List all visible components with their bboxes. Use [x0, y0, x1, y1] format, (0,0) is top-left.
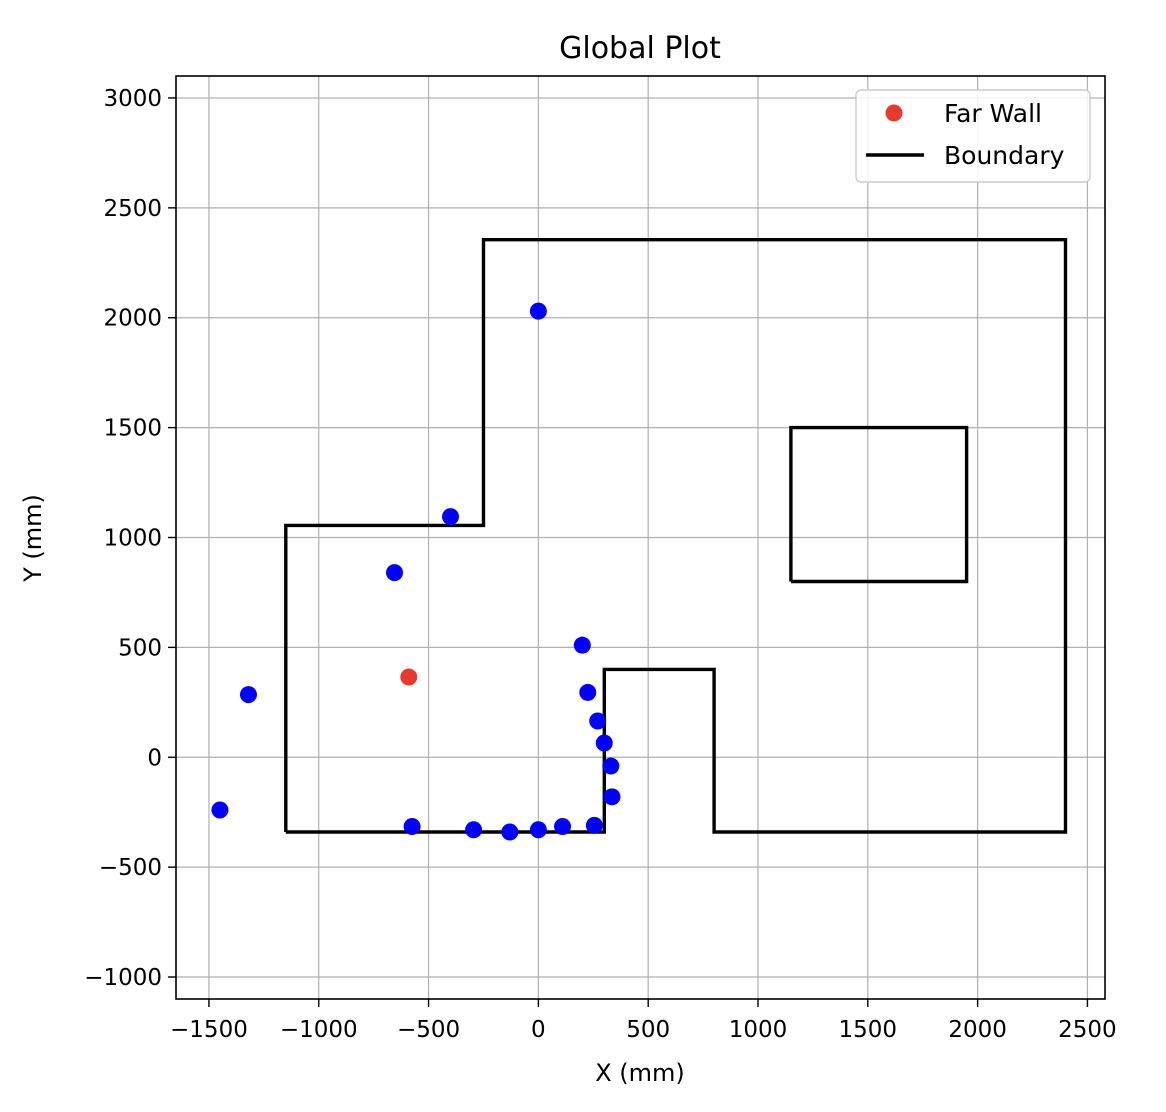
y-tick-label: 500	[118, 635, 162, 661]
scan-point	[465, 821, 483, 839]
scan-point	[386, 564, 404, 582]
scan-point	[403, 817, 421, 835]
y-tick-label: 2500	[103, 196, 162, 222]
scan-point	[585, 816, 603, 834]
data-layer	[211, 237, 1068, 841]
x-tick-label: −500	[397, 1017, 460, 1043]
x-tick-label: 2000	[948, 1017, 1007, 1043]
scan-point	[589, 712, 607, 730]
y-tick-label: 0	[147, 745, 162, 771]
scan-point	[573, 636, 591, 654]
far-wall-point	[400, 668, 418, 686]
x-axis-label: X (mm)	[595, 1059, 685, 1087]
x-tick-label: 1500	[839, 1017, 898, 1043]
scan-point	[554, 817, 572, 835]
x-tick-label: 0	[531, 1017, 546, 1043]
x-tick-label: 1000	[729, 1017, 788, 1043]
chart-title: Global Plot	[559, 31, 721, 66]
legend-marker-far-wall	[885, 104, 903, 122]
legend-label: Far Wall	[944, 99, 1042, 128]
scan-point	[602, 757, 620, 775]
scan-point	[211, 801, 229, 819]
legend-label: Boundary	[944, 141, 1065, 170]
scan-point	[529, 821, 547, 839]
scan-point	[239, 686, 257, 704]
scan-point	[579, 683, 597, 701]
legend: Far Wall Boundary	[855, 89, 1091, 183]
boundary-line	[789, 425, 969, 584]
y-tick-label: 1500	[103, 416, 162, 442]
x-tick-label: −1000	[280, 1017, 358, 1043]
scan-point	[529, 302, 547, 320]
scan-point	[603, 788, 621, 806]
scan-point	[501, 823, 519, 841]
tick-layer: −1500 −1000 −500 0 500 1000 1500 2000 2500 −1000 −…	[84, 86, 1117, 1043]
y-tick-label: 3000	[103, 86, 162, 112]
x-tick-label: −1500	[170, 1017, 248, 1043]
x-tick-label: 500	[626, 1017, 670, 1043]
y-tick-label: 2000	[103, 306, 162, 332]
scan-point	[595, 734, 613, 752]
y-axis-label: Y (mm)	[19, 494, 47, 583]
x-tick-label: 2500	[1058, 1017, 1117, 1043]
y-tick-label: −500	[99, 855, 162, 881]
legend-box	[855, 89, 1091, 183]
grid-layer	[176, 76, 1105, 999]
scan-point	[442, 508, 460, 526]
y-tick-label: 1000	[103, 526, 162, 552]
y-tick-label: −1000	[84, 965, 162, 991]
